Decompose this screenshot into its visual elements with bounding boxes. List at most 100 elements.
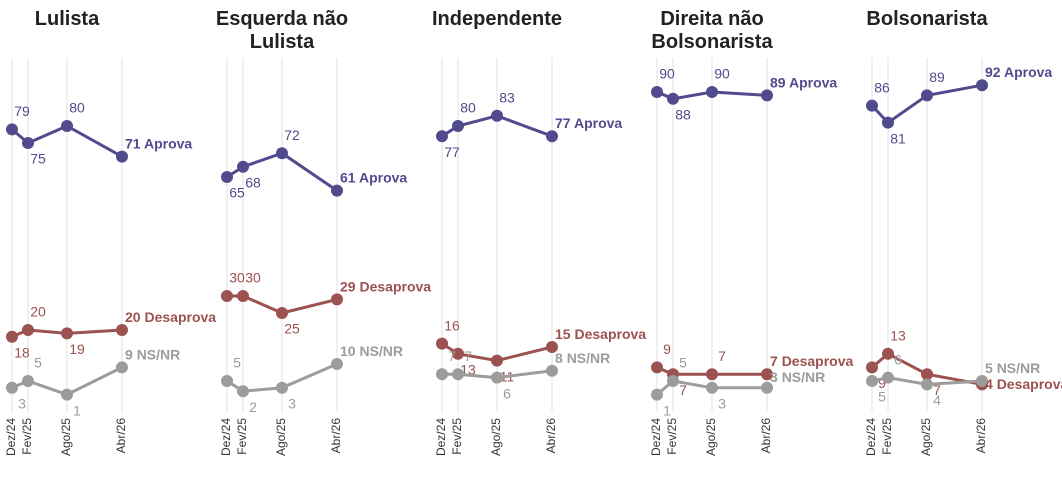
data-label: 68 [245, 175, 261, 191]
point [866, 361, 878, 374]
point [276, 147, 288, 160]
line [656, 379, 767, 396]
end-label: 7 Desaprova [770, 353, 853, 369]
series-name: Aprova [359, 169, 407, 185]
end-label: 92 Aprova [985, 64, 1052, 80]
end-label: 61 Aprova [340, 169, 407, 185]
series-name: Desaprova [782, 353, 854, 369]
end-value: 5 [985, 360, 993, 376]
end-value: 15 [555, 326, 571, 342]
point [976, 375, 988, 387]
data-label: 7 [679, 382, 687, 398]
point [921, 378, 933, 391]
x-tick-label: Fev/25 [665, 418, 679, 455]
point [667, 92, 679, 105]
data-label: 7 [448, 348, 456, 364]
x-tick-label: Fev/25 [450, 418, 464, 455]
panel-title: Direita não Bolsonarista [651, 8, 773, 53]
point [866, 375, 878, 387]
series-name: NS/NR [359, 343, 403, 359]
data-label: 20 [30, 304, 46, 320]
data-label: 5 [34, 355, 42, 371]
data-label: 81 [890, 130, 906, 146]
point [22, 375, 34, 387]
point [116, 150, 128, 163]
point [276, 381, 288, 394]
series-name: Desaprova [997, 376, 1062, 392]
x-tick-label: Abr/26 [114, 418, 128, 454]
series-name: NS/NR [997, 360, 1041, 376]
end-value: 77 [555, 115, 571, 131]
point [221, 290, 233, 302]
data-label: 5 [679, 355, 687, 371]
line [871, 376, 983, 386]
series-name: NS/NR [782, 369, 826, 385]
data-label: 5 [233, 355, 241, 371]
end-label: 77 Aprova [555, 115, 622, 131]
point [706, 381, 718, 394]
point [546, 130, 558, 143]
point [6, 381, 18, 394]
point [921, 368, 933, 381]
series-name: Desaprova [359, 278, 431, 294]
point [491, 354, 503, 367]
point [116, 324, 128, 336]
point [6, 123, 18, 136]
x-tick-label: Dez/24 [434, 418, 448, 456]
end-value: 71 [125, 135, 141, 151]
series-name: Desaprova [144, 309, 216, 325]
x-tick-label: Dez/24 [649, 418, 663, 456]
data-label: 9 [878, 375, 886, 391]
end-value: 4 [985, 376, 993, 392]
end-value: 92 [985, 64, 1001, 80]
end-label: 9 NS/NR [125, 346, 180, 362]
series-name: Aprova [1004, 64, 1052, 80]
point [436, 368, 448, 381]
x-tick-label: Abr/26 [974, 418, 988, 454]
data-label: 3 [718, 396, 726, 412]
x-tick-label: Abr/26 [544, 418, 558, 454]
point [331, 293, 343, 306]
point [546, 341, 558, 353]
data-label: 7 [718, 348, 726, 364]
x-tick-label: Abr/26 [329, 418, 343, 454]
point [276, 307, 288, 319]
point [921, 89, 933, 102]
point [61, 388, 73, 401]
point [882, 116, 894, 129]
data-label: 80 [460, 100, 476, 116]
end-label: 3 NS/NR [770, 369, 825, 385]
end-label: 29 Desaprova [340, 278, 431, 294]
point [761, 381, 773, 394]
point [651, 361, 663, 374]
x-tick-label: Ago/25 [274, 418, 288, 456]
data-label: 30 [229, 270, 245, 286]
panel-title: Lulista [34, 8, 100, 30]
line [11, 124, 123, 158]
point [546, 364, 558, 377]
end-label: 8 NS/NR [555, 350, 610, 366]
end-value: 3 [770, 369, 778, 385]
point [116, 361, 128, 374]
line [442, 369, 553, 380]
point [882, 371, 894, 384]
point [491, 371, 503, 384]
data-label: 72 [284, 127, 300, 143]
end-label: 89 Aprova [770, 74, 837, 90]
line [871, 352, 983, 386]
point [237, 290, 249, 302]
point [221, 375, 233, 387]
end-value: 20 [125, 309, 141, 325]
data-label: 3 [288, 396, 296, 412]
point [6, 330, 18, 343]
series-name: NS/NR [567, 350, 611, 366]
end-label: 20 Desaprova [125, 309, 216, 325]
end-value: 10 [340, 343, 356, 359]
data-label: 90 [659, 66, 675, 82]
data-label: 6 [894, 351, 902, 367]
point [436, 337, 448, 350]
line [441, 342, 553, 363]
end-label: 15 Desaprova [555, 326, 646, 342]
